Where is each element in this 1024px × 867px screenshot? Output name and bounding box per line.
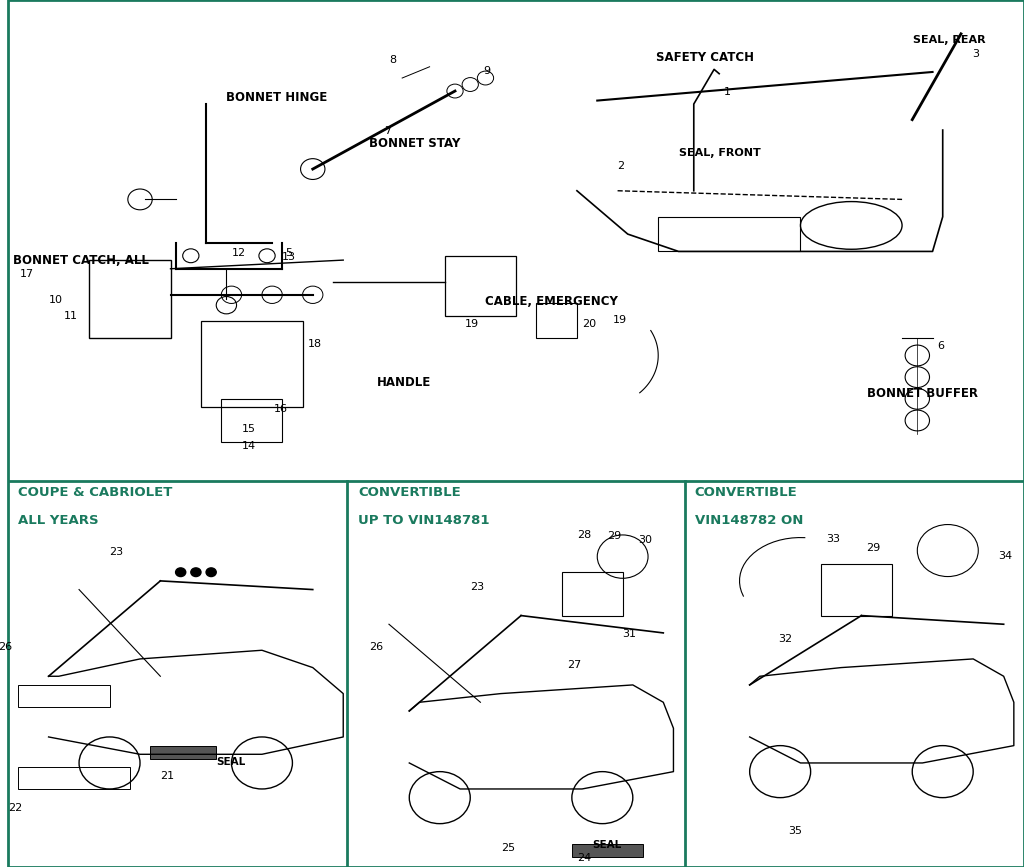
Text: UP TO VIN148781: UP TO VIN148781 xyxy=(358,514,489,527)
Text: 11: 11 xyxy=(63,311,78,321)
Text: 24: 24 xyxy=(577,853,591,863)
Bar xyxy=(151,746,216,759)
Text: SAFETY CATCH: SAFETY CATCH xyxy=(656,50,755,63)
Text: 6: 6 xyxy=(938,341,944,350)
Text: 26: 26 xyxy=(369,642,383,652)
Text: CABLE, EMERGENCY: CABLE, EMERGENCY xyxy=(485,295,618,308)
Text: 33: 33 xyxy=(826,534,840,544)
Bar xyxy=(658,217,801,251)
Bar xyxy=(221,399,283,442)
Bar xyxy=(821,564,892,616)
Text: 8: 8 xyxy=(389,55,396,65)
Text: SEAL: SEAL xyxy=(216,757,246,766)
Bar xyxy=(562,572,623,616)
Text: 14: 14 xyxy=(242,441,256,451)
Text: 7: 7 xyxy=(384,127,391,136)
Text: 30: 30 xyxy=(638,535,652,544)
Bar xyxy=(537,303,577,338)
Text: 1: 1 xyxy=(724,88,731,97)
Text: 28: 28 xyxy=(577,530,591,539)
Bar xyxy=(201,321,303,407)
Text: CONVERTIBLE: CONVERTIBLE xyxy=(358,486,461,499)
Circle shape xyxy=(190,568,201,577)
Text: 35: 35 xyxy=(788,826,802,836)
Text: 32: 32 xyxy=(778,634,793,643)
Text: BONNET BUFFER: BONNET BUFFER xyxy=(866,387,978,400)
Text: 10: 10 xyxy=(48,296,62,305)
Text: SEAL, REAR: SEAL, REAR xyxy=(913,36,986,45)
Text: 12: 12 xyxy=(231,248,246,257)
Text: 23: 23 xyxy=(110,547,124,557)
Text: 3: 3 xyxy=(972,49,979,59)
Bar xyxy=(18,767,130,789)
Text: 19: 19 xyxy=(465,319,479,329)
Text: 5: 5 xyxy=(286,248,292,257)
Bar xyxy=(89,260,171,338)
Text: 34: 34 xyxy=(998,551,1013,561)
Text: 17: 17 xyxy=(20,270,34,279)
Text: 19: 19 xyxy=(612,315,627,324)
Text: VIN148782 ON: VIN148782 ON xyxy=(695,514,803,527)
Text: 31: 31 xyxy=(623,629,637,639)
Bar xyxy=(444,256,516,316)
Bar xyxy=(571,844,643,857)
Text: 29: 29 xyxy=(607,531,622,541)
Text: 15: 15 xyxy=(242,424,256,434)
Text: 22: 22 xyxy=(8,803,23,812)
Text: ALL YEARS: ALL YEARS xyxy=(18,514,98,527)
Text: 16: 16 xyxy=(274,404,288,414)
Text: 2: 2 xyxy=(617,161,625,171)
Bar xyxy=(18,685,110,707)
Text: 13: 13 xyxy=(283,252,296,262)
Text: SEAL: SEAL xyxy=(592,840,622,850)
Text: 29: 29 xyxy=(866,543,881,552)
Text: 23: 23 xyxy=(470,582,484,591)
Text: SEAL, FRONT: SEAL, FRONT xyxy=(679,148,760,158)
Text: 27: 27 xyxy=(566,660,581,669)
Circle shape xyxy=(206,568,216,577)
Text: CONVERTIBLE: CONVERTIBLE xyxy=(695,486,798,499)
Text: BONNET HINGE: BONNET HINGE xyxy=(226,91,328,104)
Text: 25: 25 xyxy=(501,844,515,853)
Text: 20: 20 xyxy=(582,319,596,329)
Circle shape xyxy=(175,568,185,577)
Text: COUPE & CABRIOLET: COUPE & CABRIOLET xyxy=(18,486,172,499)
Text: HANDLE: HANDLE xyxy=(377,375,431,388)
Text: 21: 21 xyxy=(161,771,174,780)
Text: 26: 26 xyxy=(0,642,12,652)
Text: 18: 18 xyxy=(307,339,322,349)
Text: 9: 9 xyxy=(483,66,490,75)
Text: BONNET CATCH, ALL: BONNET CATCH, ALL xyxy=(13,254,148,267)
Text: BONNET STAY: BONNET STAY xyxy=(369,137,460,150)
